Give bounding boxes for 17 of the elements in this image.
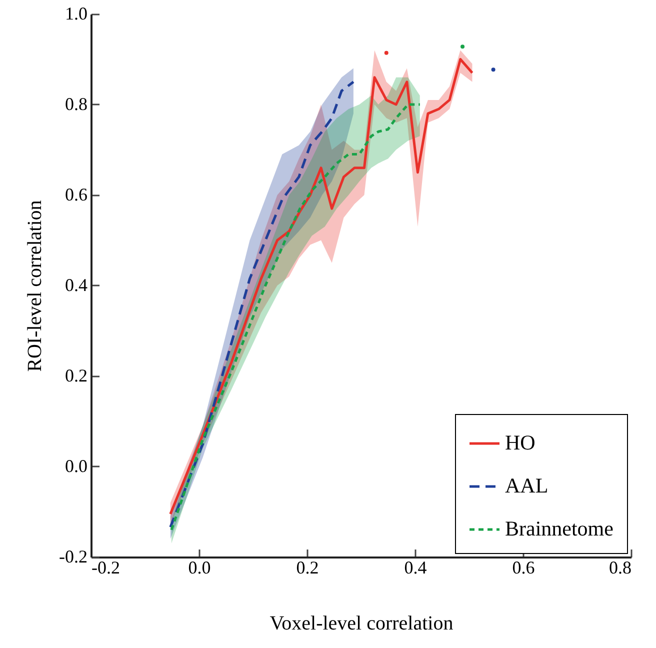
x-axis-title: Voxel-level correlation	[270, 612, 454, 634]
y-tick-label: 0.0	[65, 456, 88, 476]
x-tick-label: 0.0	[188, 558, 211, 578]
y-tick-label: 1.0	[65, 4, 88, 24]
y-tick-label: 0.8	[65, 94, 88, 114]
x-tick-label: 0.6	[512, 558, 535, 578]
y-tick-label: 0.4	[65, 275, 88, 295]
legend-label: AAL	[505, 474, 548, 498]
x-tick-label: 0.2	[296, 558, 319, 578]
x-tick-label: 0.4	[404, 558, 427, 578]
y-axis-title: ROI-level correlation	[24, 200, 46, 372]
x-tick-label: -0.2	[92, 558, 120, 578]
legend-label: HO	[505, 430, 536, 454]
y-tick-label: 0.6	[65, 184, 88, 204]
x-tick-label: 0.8	[609, 558, 632, 578]
y-tick-label: 0.2	[65, 366, 88, 386]
legend-label: Brainnetome	[505, 516, 614, 540]
